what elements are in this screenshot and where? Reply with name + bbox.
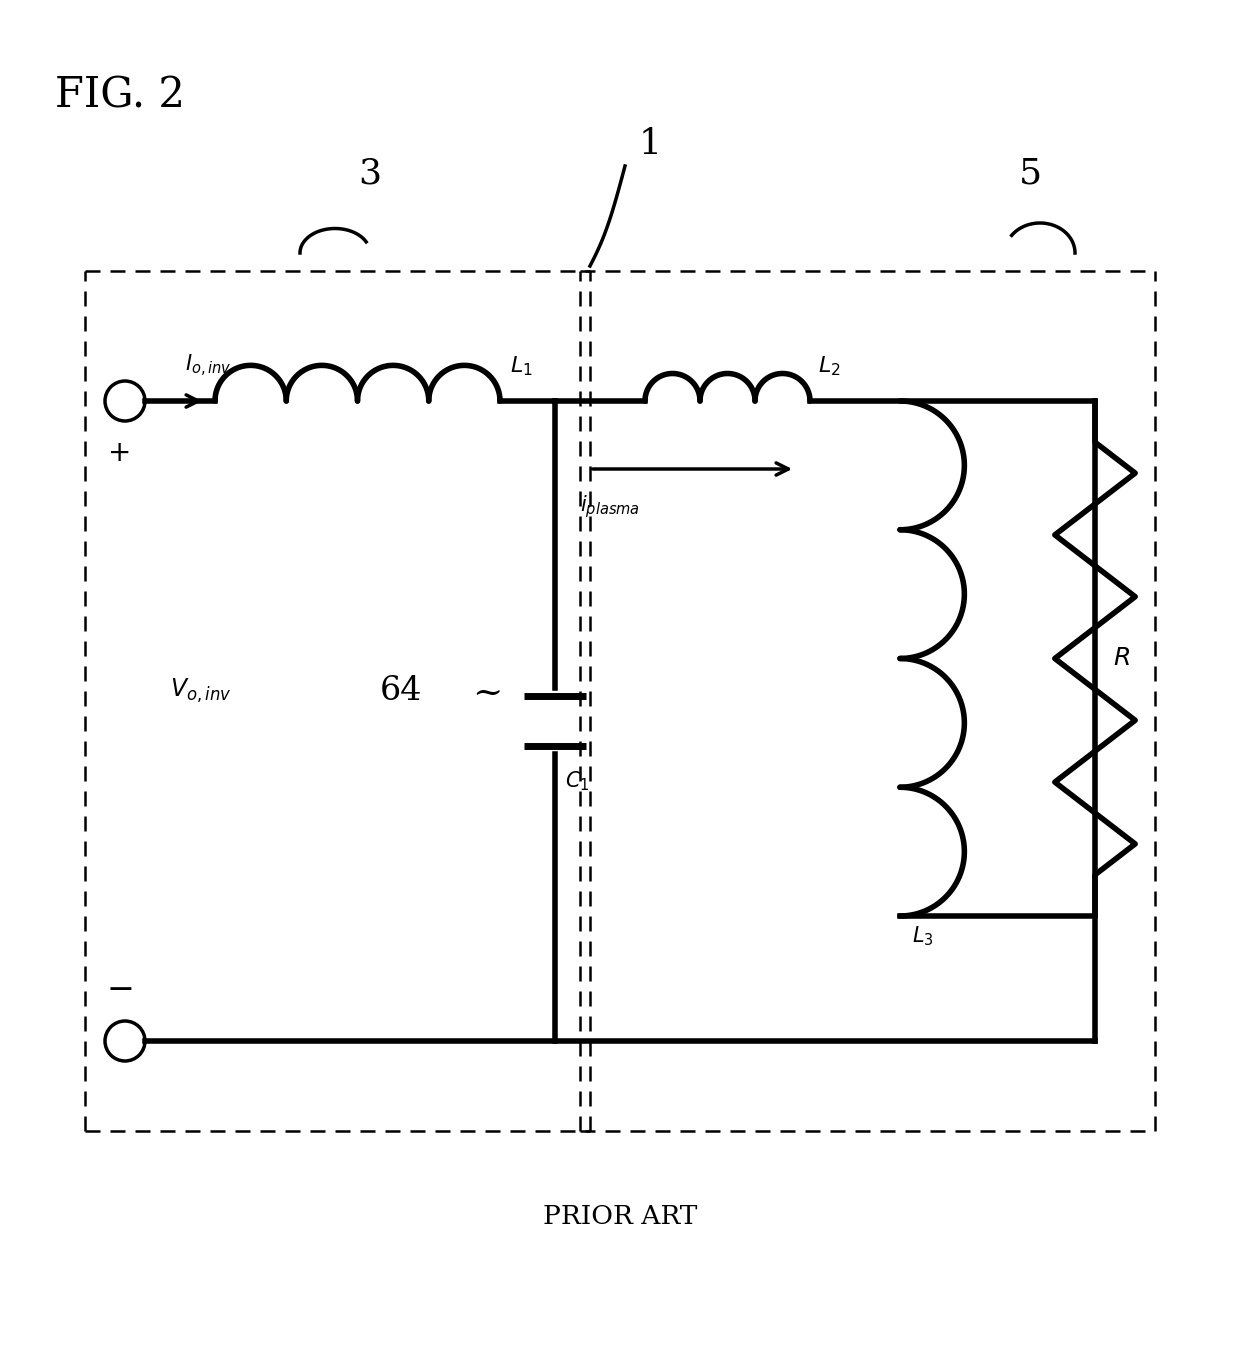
Text: $i_{plasma}$: $i_{plasma}$ (580, 493, 640, 520)
Text: $V_{o,inv}$: $V_{o,inv}$ (170, 677, 232, 705)
Text: $L_1$: $L_1$ (510, 354, 533, 378)
Text: 64: 64 (379, 676, 423, 707)
Text: 3: 3 (358, 157, 382, 190)
Text: $L_3$: $L_3$ (911, 924, 934, 947)
Text: +: + (108, 439, 131, 467)
Text: 5: 5 (1018, 157, 1042, 190)
Text: $C_1$: $C_1$ (565, 769, 589, 793)
Text: $L_2$: $L_2$ (818, 354, 841, 378)
Text: 1: 1 (639, 127, 661, 161)
Text: $R$: $R$ (1114, 647, 1130, 670)
Text: −: − (105, 973, 134, 1005)
Text: PRIOR ART: PRIOR ART (543, 1204, 697, 1228)
Text: $I_{o,inv}$: $I_{o,inv}$ (185, 353, 232, 380)
Text: FIG. 2: FIG. 2 (55, 76, 185, 118)
Text: ~: ~ (472, 676, 502, 711)
